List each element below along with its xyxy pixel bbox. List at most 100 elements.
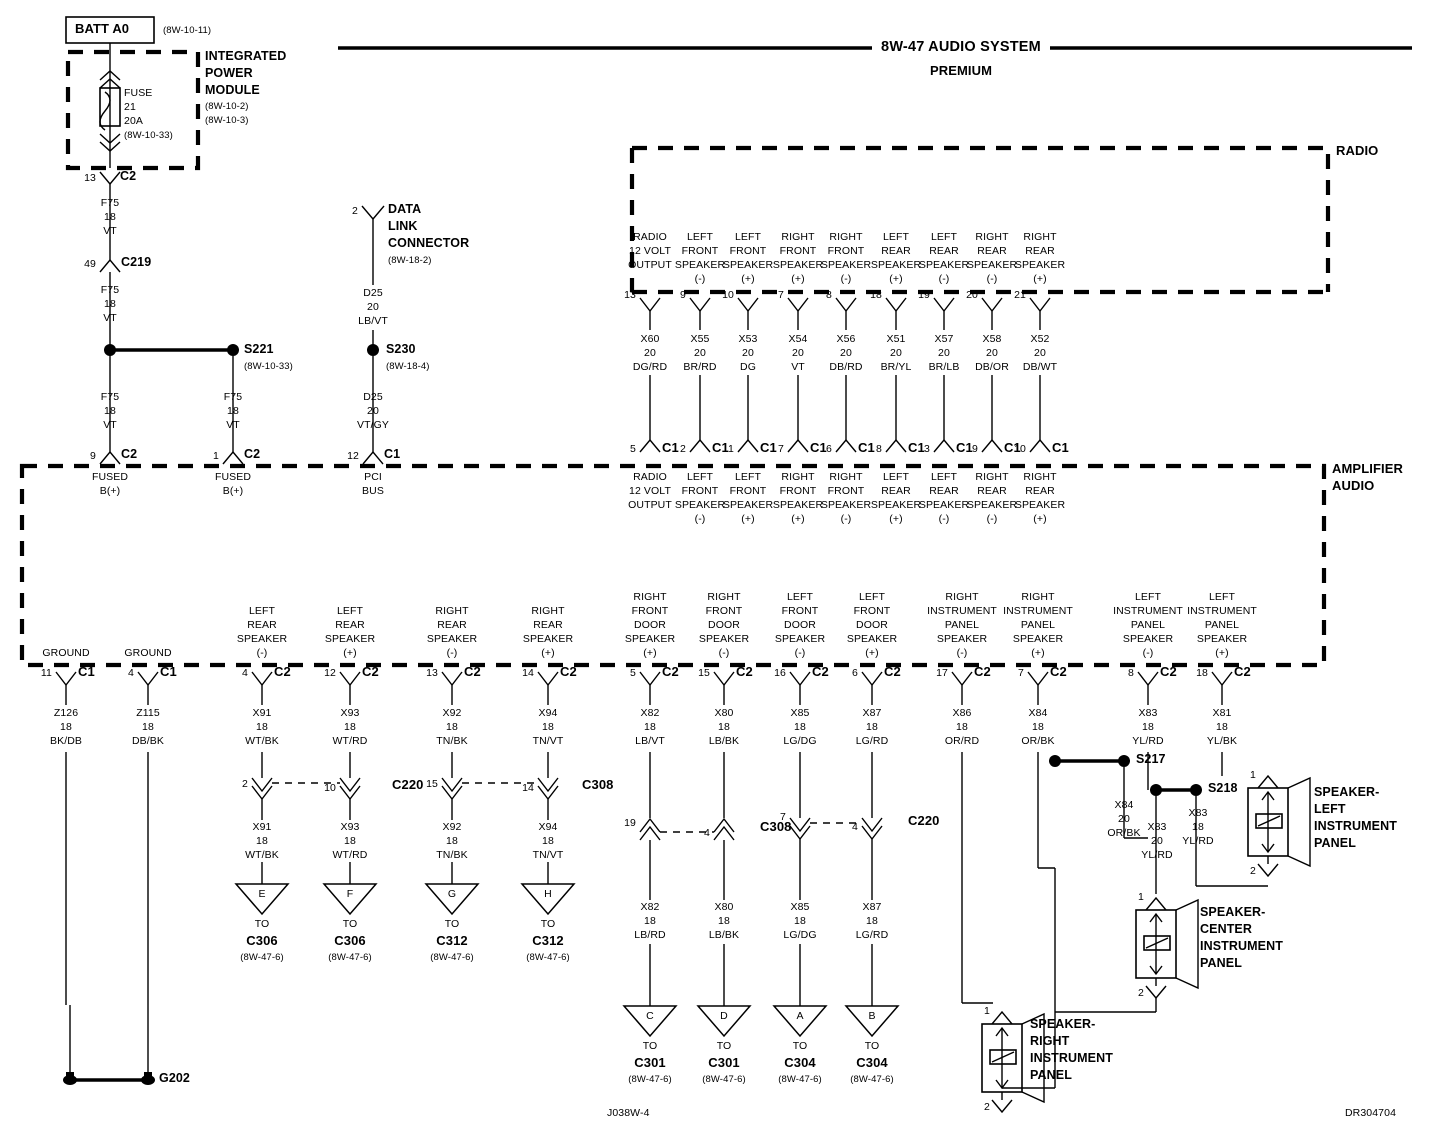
amp-pin-connector: C1	[908, 440, 925, 455]
wire-color: YL/RD	[1182, 835, 1214, 847]
wire-gauge: 20	[694, 347, 706, 359]
radio-pin-function: LEFT	[734, 231, 762, 243]
radio-pin-function: RADIO	[633, 231, 667, 243]
amp-pin-function: GROUND	[42, 647, 90, 659]
radio-pin-function: FRONT	[779, 245, 817, 257]
amp-pin-number: 10	[1014, 443, 1026, 455]
branch-to: TO	[864, 1040, 880, 1052]
wire-color: BK/DB	[49, 735, 83, 747]
splice-s217: S217	[1136, 752, 1166, 766]
ipm-name-3: MODULE	[205, 83, 260, 97]
amp-pin-function: DOOR	[856, 619, 888, 631]
amp-pin-function: SPEAKER	[1196, 633, 1248, 645]
wire-gauge: 18	[344, 721, 356, 733]
amp-pin-function: BUS	[362, 485, 384, 497]
amp-pin-function: (+)	[791, 513, 805, 525]
amp-pin-function: PANEL	[944, 619, 980, 631]
amp-pin-connector: C2	[884, 664, 901, 679]
branch-to: TO	[342, 918, 358, 930]
branch-destination: C312	[532, 933, 564, 948]
amp-pin-connector: C1	[160, 664, 177, 679]
amp-pin-connector: C2	[736, 664, 753, 679]
speaker-name: INSTRUMENT	[1314, 819, 1397, 833]
branch-destination: C301	[634, 1055, 666, 1070]
amp-pin-function: LEFT	[1208, 591, 1236, 603]
radio-pin-number: 19	[918, 289, 930, 301]
amp-pin-number: 12	[347, 450, 359, 462]
wire-gauge: 18	[1032, 721, 1044, 733]
radio-pin-function: RIGHT	[1023, 231, 1057, 243]
footer-right-code: DR304704	[1345, 1107, 1397, 1119]
amp-pin-function: (+)	[865, 647, 879, 659]
fuse-label: FUSE	[124, 87, 153, 99]
amp-pin-function: FRONT	[631, 605, 669, 617]
wire-color: LB/VT	[358, 315, 388, 327]
radio-pin-number: 18	[870, 289, 882, 301]
batt-label: BATT A0	[75, 21, 130, 36]
wire-gauge: 18	[60, 721, 72, 733]
wire-gauge: 18	[956, 721, 968, 733]
wire-id: F75	[100, 284, 120, 296]
footer-left-code: J038W-4	[607, 1107, 650, 1119]
radio-pin-function: (-)	[938, 273, 950, 285]
amp-pin-function: INSTRUMENT	[927, 605, 997, 617]
wire-gauge: 18	[227, 405, 239, 417]
wire-color: DB/OR	[975, 361, 1009, 373]
amp-pin-function: SPEAKER	[936, 633, 988, 645]
speaker-name: CENTER	[1200, 922, 1252, 936]
wire-gauge: 18	[104, 405, 116, 417]
amp-pin-function: FUSED	[91, 471, 129, 483]
amp-pin-function: INSTRUMENT	[1003, 605, 1073, 617]
wire-gauge: 18	[1216, 721, 1228, 733]
splice-s221-ref: (8W-10-33)	[244, 361, 293, 372]
amp-pin-function: DOOR	[634, 619, 666, 631]
amp-pin-number: 4	[128, 667, 134, 679]
speaker-name: PANEL	[1314, 836, 1356, 850]
wire-id: X91	[252, 707, 272, 719]
radio-pin-number: 9	[680, 289, 686, 301]
wire-gauge: 20	[644, 347, 656, 359]
fuse-ref: (8W-10-33)	[124, 130, 173, 141]
page-subtitle: PREMIUM	[929, 63, 993, 78]
amp-pin-function: SPEAKER	[966, 499, 1018, 511]
speaker-name: SPEAKER-	[1314, 785, 1380, 799]
radio-pin-number: 20	[966, 289, 978, 301]
amp-pin-number: 5	[630, 667, 636, 679]
wire-id: X54	[788, 333, 808, 345]
radio-pin-function: REAR	[929, 245, 959, 257]
wire-gauge: 18	[794, 915, 806, 927]
wire-color: DB/WT	[1022, 361, 1058, 373]
amp-pin-function: FRONT	[781, 605, 819, 617]
dlc-name-1: DATA	[388, 202, 422, 216]
speaker-pin-bottom: 2	[1138, 987, 1144, 999]
radio-pin-function: (+)	[791, 273, 805, 285]
wire-color: VT/GY	[356, 419, 390, 431]
radio-pin-function: SPEAKER	[1014, 259, 1066, 271]
amp-pin-function: SPEAKER	[674, 499, 726, 511]
amp-pin-function: LEFT	[858, 591, 886, 603]
batt-ref: (8W-10-11)	[163, 25, 212, 36]
amp-pin-number: 1	[213, 450, 219, 462]
splice-s218: S218	[1208, 781, 1238, 795]
amp-pin-function: (+)	[889, 513, 903, 525]
branch-connector: C308	[582, 777, 614, 792]
amp-pin-function: SPEAKER	[236, 633, 288, 645]
speaker-name: RIGHT	[1030, 1034, 1070, 1048]
amp-pin-function: (-)	[256, 647, 268, 659]
radio-pin-function: SPEAKER	[772, 259, 824, 271]
amp-pin-function: RADIO	[633, 471, 667, 483]
amp-pin-function: LEFT	[336, 605, 364, 617]
amp-pin-connector: C1	[956, 440, 973, 455]
fuse-rating: 20A	[124, 115, 143, 127]
wire-id: Z126	[53, 707, 79, 719]
amp-pin-function: INSTRUMENT	[1187, 605, 1257, 617]
wire-color: OR/BK	[1107, 827, 1141, 839]
radio-pin-function: RIGHT	[781, 231, 815, 243]
wire-id: X91	[252, 821, 272, 833]
wire-gauge: 18	[866, 915, 878, 927]
wire-gauge: 18	[446, 721, 458, 733]
amp-pin-function: SPEAKER	[772, 499, 824, 511]
amp-pin-function: RIGHT	[781, 471, 815, 483]
